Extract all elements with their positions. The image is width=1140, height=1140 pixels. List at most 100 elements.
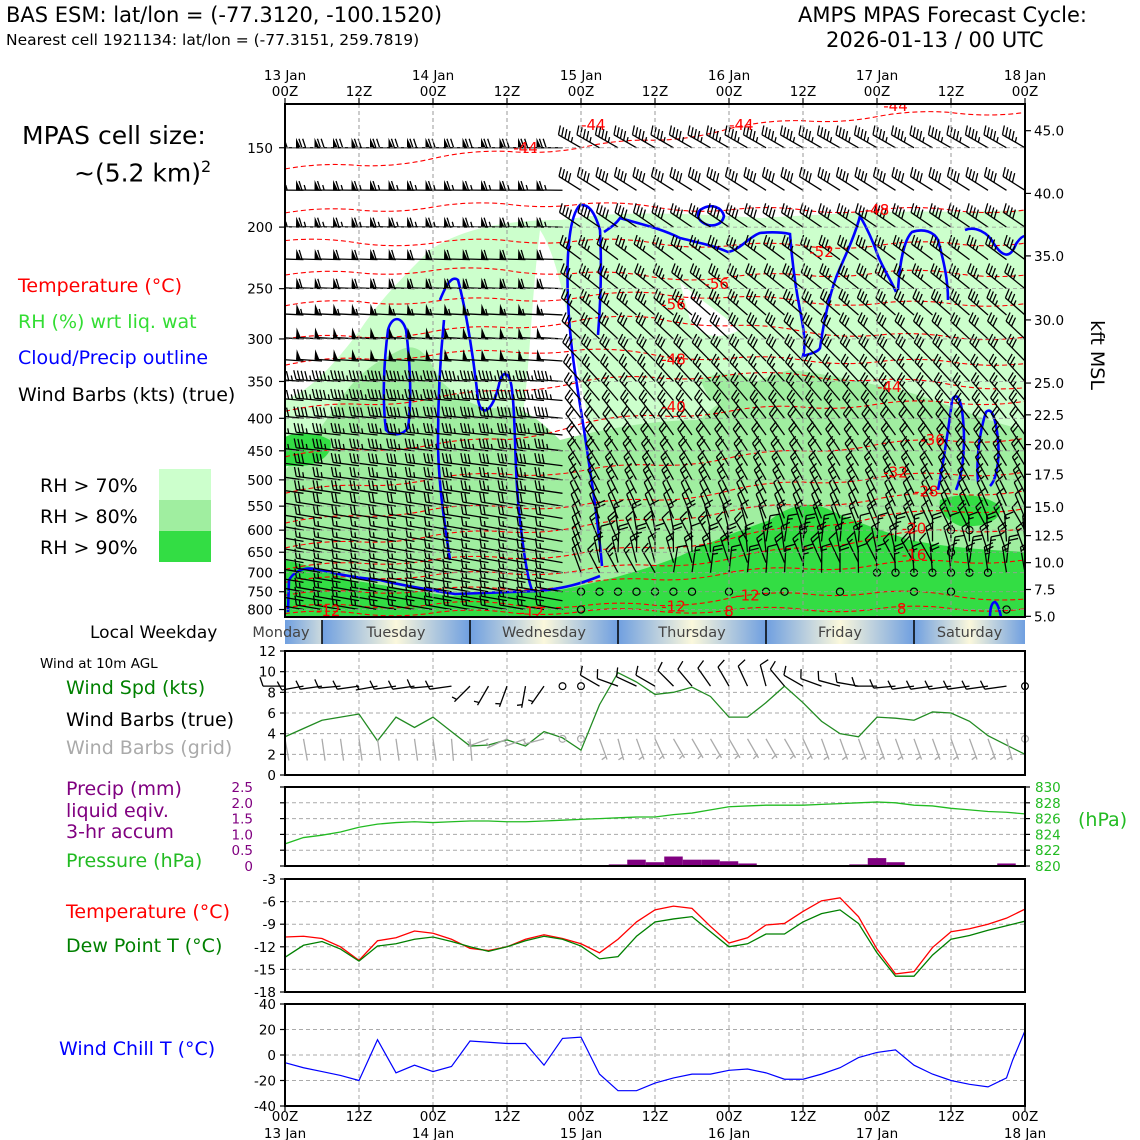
barb-shaft — [727, 297, 748, 316]
barb-feather — [772, 438, 780, 448]
barb-shaft — [791, 482, 804, 507]
xs-wind-barb — [386, 558, 415, 574]
xs-wind-barb — [657, 389, 675, 419]
xs-wind-barb — [616, 288, 637, 316]
barb-half-feather — [700, 469, 705, 474]
barb-shaft — [735, 469, 749, 494]
barb-half-feather — [450, 485, 453, 491]
barb-half-feather — [753, 274, 758, 280]
xs-wind-barb — [333, 349, 360, 362]
barb-feather — [515, 406, 519, 416]
barb-shaft — [351, 378, 378, 383]
barb-half-feather — [809, 381, 813, 387]
barb-feather — [390, 480, 394, 491]
barb-feather — [697, 511, 706, 519]
xs-wind-barb — [670, 234, 693, 261]
barb-feather — [688, 203, 693, 213]
xs-wind-barb — [728, 333, 748, 362]
barb-half-feather — [502, 543, 505, 549]
barb-shaft — [481, 488, 508, 494]
barb-feather — [824, 356, 831, 366]
xs-wind-barb — [312, 548, 341, 564]
xs-wind-barb — [672, 522, 683, 553]
y-right-tick-label: 22.5 — [1034, 408, 1064, 424]
xs-wind-barb — [842, 405, 860, 436]
barb-shaft — [444, 547, 471, 553]
cloud-outline-blob — [696, 204, 726, 227]
barb-feather — [819, 263, 824, 273]
barb-half-feather — [302, 472, 305, 478]
barb-shaft — [765, 546, 769, 573]
barb-feather — [408, 467, 412, 477]
xs-wind-barb — [285, 605, 304, 611]
barb-feather — [806, 513, 816, 517]
xs-wind-barb — [515, 466, 545, 481]
barb-shaft — [370, 475, 397, 481]
barb-shaft — [499, 447, 526, 452]
barb-feather — [642, 424, 650, 433]
barb-shaft — [481, 595, 508, 602]
xs-wind-barb — [801, 288, 822, 316]
barb-feather — [674, 372, 681, 381]
barb-feather — [598, 205, 603, 215]
barb-feather — [803, 265, 809, 275]
barb-half-feather — [281, 543, 282, 548]
barb-shaft — [536, 547, 563, 553]
barb-feather — [353, 467, 357, 477]
barb-flag — [499, 216, 505, 227]
barb-feather — [746, 169, 751, 179]
barb-feather — [840, 237, 845, 247]
barb-half-feather — [372, 553, 375, 559]
xs-wind-barb — [497, 527, 526, 543]
xs-wind-barb — [331, 492, 360, 507]
barb-feather — [753, 424, 761, 433]
barb-shaft — [633, 243, 656, 261]
barb-feather — [640, 317, 647, 327]
barb-shaft — [772, 469, 786, 494]
barb-half-feather — [409, 591, 412, 597]
barb-feather — [335, 217, 340, 227]
xs-wind-barb — [694, 405, 712, 436]
barb-feather — [367, 370, 371, 380]
barb-shaft — [351, 595, 378, 602]
barb-shaft — [786, 397, 804, 419]
barb-feather — [522, 389, 527, 400]
barb-shaft — [296, 513, 323, 520]
barb-feather — [580, 333, 587, 343]
barb-shaft — [517, 313, 545, 316]
barb-half-feather — [401, 375, 405, 381]
barb-flag — [499, 277, 505, 288]
barb-half-feather — [409, 573, 412, 579]
barb-feather — [673, 237, 678, 247]
barb-shaft — [425, 447, 452, 452]
xs-wind-barb — [368, 548, 397, 564]
barb-flag — [314, 216, 320, 227]
cell-size-value: ~(5.2 km)2 — [74, 157, 211, 187]
xs-wind-barb — [621, 421, 638, 452]
xs-wind-barb — [635, 312, 656, 340]
barb-feather — [463, 438, 468, 449]
barb-half-feather — [335, 553, 338, 559]
barb-feather — [568, 424, 576, 433]
barb-shaft — [425, 513, 452, 520]
xs-wind-barb — [784, 353, 804, 382]
barb-feather — [589, 487, 598, 495]
barb-shaft — [444, 447, 471, 452]
barb-feather — [746, 127, 750, 137]
barb-feather — [519, 480, 523, 491]
xs-wind-barb — [405, 548, 434, 564]
barb-flag — [351, 327, 357, 338]
barb-flag — [296, 216, 301, 227]
xs-wind-barb — [808, 449, 823, 481]
temperature-contour-label: -48 — [661, 350, 686, 368]
xs-wind-barb — [404, 388, 434, 402]
barb-feather — [312, 548, 316, 559]
barb-half-feather — [446, 582, 449, 588]
barb-feather — [713, 267, 719, 278]
barb-feather — [497, 595, 501, 606]
xs-wind-barb — [444, 327, 471, 340]
xs-wind-barb — [567, 435, 582, 467]
xs-wind-barb — [558, 203, 582, 228]
barb-feather — [409, 180, 414, 191]
barb-half-feather — [428, 582, 431, 588]
